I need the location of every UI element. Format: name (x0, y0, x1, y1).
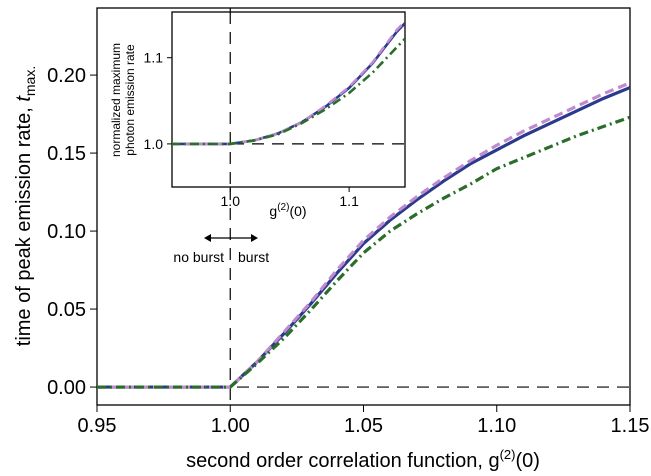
x-tick-label: 0.95 (78, 415, 117, 437)
series-line (97, 115, 630, 389)
inset-y-label: photon emission rate (123, 44, 137, 156)
y-tick-label: 0.15 (47, 143, 86, 165)
series-line (172, 37, 405, 146)
x-tick-label: 1.00 (211, 415, 250, 437)
annotation: burst (238, 249, 269, 265)
y-label-text: time of peak emission rate, (13, 102, 35, 347)
y-tick-label: 0.10 (47, 221, 86, 243)
y-tick-label: 1.1 (144, 50, 164, 66)
x-tick-label: 1.1 (339, 193, 359, 209)
inset-x-label: g(2)(0) (269, 202, 306, 219)
y-label-sub: max. (22, 66, 38, 96)
x-tick-label: 1.05 (344, 415, 383, 437)
inset-frame (171, 11, 406, 188)
y-tick-label: 0.20 (47, 65, 86, 87)
series-line (97, 86, 630, 389)
inset-y-label: normalized maximum (109, 43, 123, 157)
x-label-text: g (269, 203, 277, 219)
y-tick-label: 0.05 (47, 299, 86, 321)
x-axis-label: second order correlation function, g(2)(… (186, 447, 540, 472)
x-tick-label: 1.10 (477, 415, 516, 437)
x-label-sup: (2) (277, 202, 289, 213)
x-label-text: (0) (515, 450, 539, 472)
x-tick-label: 1.0 (221, 193, 241, 209)
y-tick-label: 0.00 (47, 377, 86, 399)
y-tick-label: 1.0 (144, 136, 164, 152)
x-label-text: second order correlation function, g (186, 450, 500, 472)
y-axis-label: time of peak emission rate, tmax. (13, 66, 38, 346)
x-tick-label: 1.15 (611, 415, 650, 437)
annotation: no burst (173, 249, 224, 265)
y-label-var: t (13, 95, 35, 102)
series-line (97, 81, 630, 389)
x-label-text: (0) (289, 203, 306, 219)
x-label-sup: (2) (500, 447, 516, 462)
